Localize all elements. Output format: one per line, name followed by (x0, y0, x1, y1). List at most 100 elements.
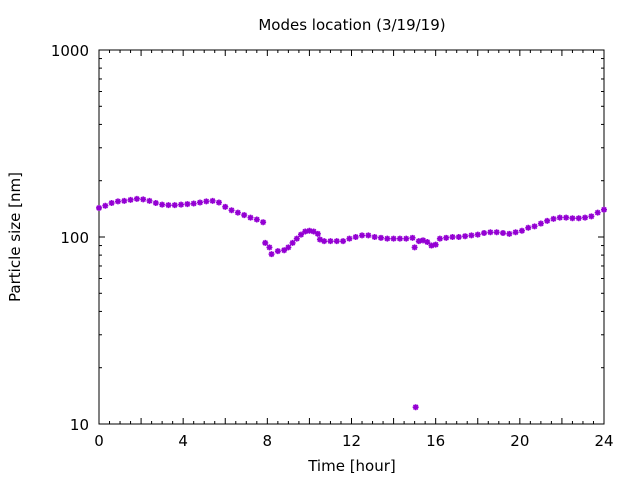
x-tick-label: 12 (342, 432, 361, 450)
data-point (152, 199, 159, 206)
data-point (321, 238, 328, 245)
data-point (556, 214, 563, 221)
data-point (209, 197, 216, 204)
data-point (306, 227, 313, 234)
data-point (316, 236, 323, 243)
data-point (114, 198, 121, 205)
data-point (159, 201, 166, 208)
data-point (455, 234, 462, 240)
data-point (133, 195, 140, 202)
data-point (165, 202, 172, 209)
data-point (449, 234, 456, 240)
data-point (96, 204, 102, 211)
data-point (121, 197, 128, 204)
x-tick-label: 8 (263, 432, 273, 450)
data-point (333, 238, 340, 245)
data-point (140, 196, 147, 203)
data-point (512, 229, 519, 236)
data-point (518, 227, 525, 234)
data-point (247, 214, 254, 221)
data-points (96, 195, 607, 411)
data-point (377, 234, 384, 241)
data-point (365, 232, 372, 239)
chart-title: Modes location (3/19/19) (258, 16, 445, 34)
data-point (241, 212, 248, 219)
data-point (569, 215, 576, 222)
data-point (178, 201, 185, 208)
data-point (215, 199, 222, 206)
x-tick-label: 24 (594, 432, 613, 450)
data-point (500, 230, 506, 237)
data-point (146, 197, 153, 204)
data-point (462, 233, 469, 240)
y-axis-label: Particle size [nm] (6, 172, 24, 302)
data-point (127, 196, 134, 203)
data-point (588, 213, 595, 220)
data-point (550, 215, 557, 222)
data-point (468, 232, 475, 239)
x-tick-label: 20 (510, 432, 529, 450)
data-point (346, 235, 353, 242)
data-point (443, 234, 450, 241)
data-point (302, 228, 309, 235)
axis-ticks: 0 4 8 12 16 20 24 10 100 1000 (51, 42, 614, 450)
data-point (228, 207, 235, 214)
data-point (544, 217, 551, 224)
x-axis-label: Time [hour] (307, 457, 396, 475)
data-point (371, 234, 378, 240)
data-point (260, 219, 267, 226)
data-point (396, 235, 403, 242)
x-tick-label: 16 (426, 432, 445, 450)
data-point (582, 214, 589, 221)
data-point (525, 224, 532, 231)
data-point (274, 248, 281, 255)
data-point (266, 244, 273, 251)
data-point (390, 235, 397, 242)
data-point (314, 230, 321, 237)
x-tick-label: 4 (178, 432, 188, 450)
data-point (506, 230, 513, 237)
data-point (108, 199, 115, 206)
data-point (102, 202, 109, 209)
data-point (222, 203, 229, 210)
data-point (298, 231, 304, 238)
data-point (487, 229, 494, 236)
data-point (432, 241, 439, 248)
data-point (481, 230, 488, 237)
data-point (409, 234, 416, 241)
data-point (420, 237, 427, 244)
data-point (253, 216, 260, 223)
data-point (412, 404, 419, 411)
data-point (384, 235, 391, 242)
data-point (428, 242, 435, 249)
data-point (197, 199, 203, 206)
data-point (190, 200, 197, 207)
data-point (310, 228, 317, 235)
data-point (327, 238, 334, 245)
data-point (234, 209, 241, 216)
data-point (415, 238, 422, 245)
data-point (537, 220, 544, 227)
data-point (285, 244, 292, 251)
data-point (268, 251, 275, 258)
data-point (403, 235, 410, 242)
data-point (411, 244, 418, 251)
data-point (359, 232, 366, 239)
data-point (171, 202, 178, 209)
y-tick-label: 10 (70, 416, 89, 434)
data-point (352, 234, 359, 240)
data-point (262, 239, 269, 246)
data-point (340, 238, 347, 245)
data-point (575, 215, 582, 222)
data-point (424, 239, 431, 246)
data-point (474, 231, 481, 238)
data-point (289, 239, 296, 246)
data-point (601, 206, 607, 213)
x-tick-label: 0 (94, 432, 104, 450)
data-point (531, 223, 538, 230)
y-tick-label: 1000 (51, 42, 89, 60)
data-point (293, 235, 300, 242)
data-point (563, 214, 570, 221)
data-point (281, 247, 288, 254)
